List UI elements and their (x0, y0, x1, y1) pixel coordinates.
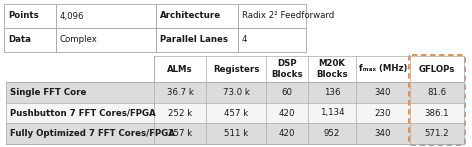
Text: 60: 60 (281, 88, 293, 97)
Bar (238, 28, 306, 52)
Bar (356, 103, 410, 123)
Bar (308, 123, 356, 144)
Text: Parallel Lanes: Parallel Lanes (160, 35, 228, 45)
Text: 136: 136 (324, 88, 340, 97)
Text: 340: 340 (375, 129, 391, 138)
Text: 4,096: 4,096 (60, 11, 84, 20)
Text: 952: 952 (324, 129, 340, 138)
Text: 1,134: 1,134 (320, 108, 344, 117)
Bar (356, 56, 410, 82)
Bar (410, 82, 464, 103)
Bar (6, 56, 154, 82)
Bar (154, 82, 206, 103)
Text: 73.0 k: 73.0 k (223, 88, 249, 97)
Bar (356, 82, 410, 103)
Text: 252 k: 252 k (168, 108, 192, 117)
Bar (56, 4, 156, 28)
Text: Radix 2² Feedforward: Radix 2² Feedforward (242, 11, 334, 20)
Text: Registers: Registers (213, 65, 259, 74)
Text: 36.7 k: 36.7 k (167, 88, 194, 97)
Text: M20K
Blocks: M20K Blocks (316, 59, 348, 79)
Text: Points: Points (8, 11, 39, 20)
Text: 511 k: 511 k (224, 129, 248, 138)
Bar (6, 123, 154, 144)
Bar (356, 123, 410, 144)
Bar (410, 123, 464, 144)
Bar (156, 4, 238, 28)
Bar (266, 123, 308, 144)
Text: ALMs: ALMs (167, 65, 193, 74)
Bar (154, 103, 206, 123)
Bar (156, 28, 238, 52)
Bar (206, 56, 266, 82)
Bar (206, 82, 266, 103)
Text: 81.6: 81.6 (428, 88, 447, 97)
Bar (308, 56, 356, 82)
Text: 571.2: 571.2 (425, 129, 449, 138)
Bar (308, 82, 356, 103)
Text: Architecture: Architecture (160, 11, 221, 20)
Bar (206, 123, 266, 144)
Bar (410, 103, 464, 123)
Bar (6, 82, 154, 103)
Bar (266, 56, 308, 82)
Bar (238, 4, 306, 28)
Bar (6, 103, 154, 123)
Text: GFLOPs: GFLOPs (419, 65, 455, 74)
Bar (308, 103, 356, 123)
Bar (206, 103, 266, 123)
Bar (4, 4, 56, 28)
Bar (266, 82, 308, 103)
Text: 4: 4 (242, 35, 247, 45)
Text: 257 k: 257 k (168, 129, 192, 138)
Text: Fully Optimized 7 FFT Cores/FPGA: Fully Optimized 7 FFT Cores/FPGA (10, 129, 175, 138)
Text: 340: 340 (375, 88, 391, 97)
Bar (154, 56, 206, 82)
Bar (4, 28, 56, 52)
Bar (266, 103, 308, 123)
Bar (410, 56, 464, 82)
Text: DSP
Blocks: DSP Blocks (271, 59, 303, 79)
Text: Data: Data (8, 35, 31, 45)
Text: 457 k: 457 k (224, 108, 248, 117)
Text: Complex: Complex (60, 35, 98, 45)
Bar (154, 123, 206, 144)
Text: Pushbutton 7 FFT Cores/FPGA: Pushbutton 7 FFT Cores/FPGA (10, 108, 156, 117)
Text: fₘₐₓ (MHz): fₘₐₓ (MHz) (359, 65, 407, 74)
Text: 230: 230 (375, 108, 391, 117)
Bar (56, 28, 156, 52)
Text: 420: 420 (279, 108, 295, 117)
Text: 386.1: 386.1 (425, 108, 449, 117)
Text: Single FFT Core: Single FFT Core (10, 88, 86, 97)
Text: 420: 420 (279, 129, 295, 138)
